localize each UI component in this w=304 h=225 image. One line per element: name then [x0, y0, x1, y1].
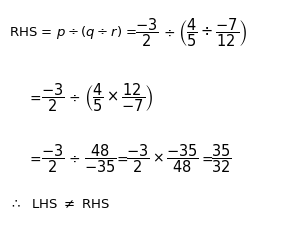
Text: $\div$: $\div$	[68, 91, 81, 105]
Text: $=$: $=$	[27, 152, 42, 166]
Text: $\div$: $\div$	[163, 26, 175, 40]
Text: $\dfrac{35}{32}$: $\dfrac{35}{32}$	[211, 142, 232, 175]
Text: $\dfrac{-3}{2}$: $\dfrac{-3}{2}$	[135, 16, 159, 49]
Text: $=$: $=$	[27, 91, 42, 105]
Text: $=$: $=$	[199, 152, 214, 166]
Text: $\dfrac{-3}{2}$: $\dfrac{-3}{2}$	[41, 142, 64, 175]
Text: $\left(\dfrac{4}{5} \div \dfrac{-7}{12}\right)$: $\left(\dfrac{4}{5} \div \dfrac{-7}{12}\…	[178, 16, 248, 49]
Text: RHS = $p \div (q \div r)$ =: RHS = $p \div (q \div r)$ =	[9, 24, 139, 41]
Text: $\dfrac{48}{-35}$: $\dfrac{48}{-35}$	[84, 142, 116, 175]
Text: $\div$: $\div$	[68, 152, 81, 166]
Text: $\therefore$  LHS $\neq$ RHS: $\therefore$ LHS $\neq$ RHS	[9, 198, 110, 211]
Text: $\dfrac{-3}{2}$: $\dfrac{-3}{2}$	[126, 142, 150, 175]
Text: $\left(\dfrac{4}{5} \times \dfrac{12}{-7}\right)$: $\left(\dfrac{4}{5} \times \dfrac{12}{-7…	[84, 82, 154, 114]
Text: $=$: $=$	[114, 152, 129, 166]
Text: $\dfrac{-35}{48}$: $\dfrac{-35}{48}$	[166, 142, 199, 175]
Text: $\times$: $\times$	[152, 152, 164, 166]
Text: $\dfrac{-3}{2}$: $\dfrac{-3}{2}$	[41, 82, 64, 114]
